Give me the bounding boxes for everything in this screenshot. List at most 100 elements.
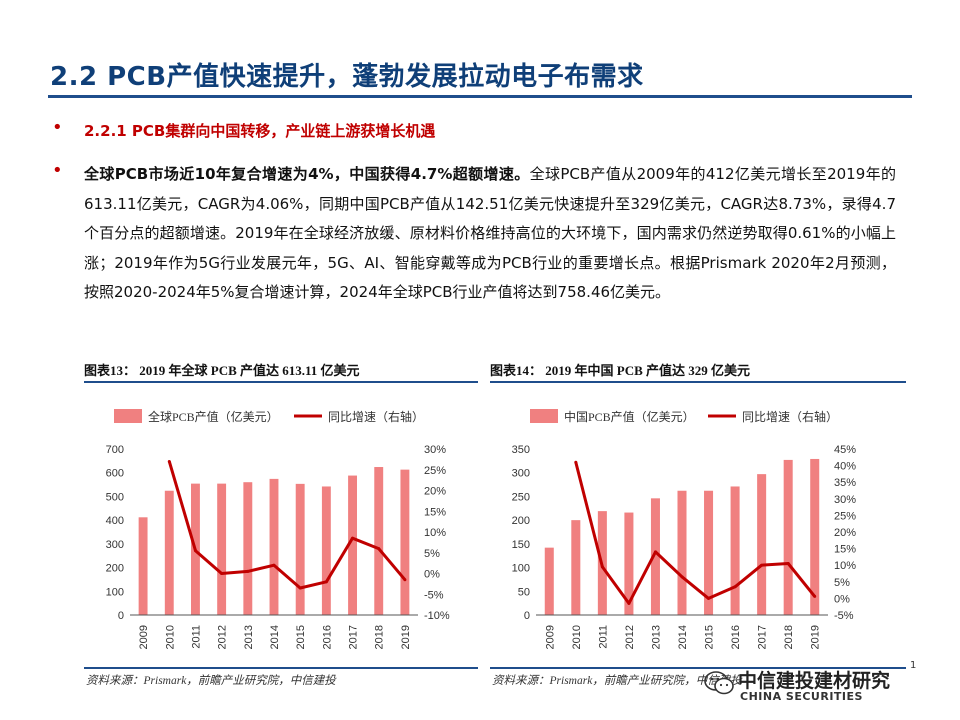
- x-tick-label: 2019: [400, 625, 412, 649]
- y2-tick-label: 0%: [834, 593, 850, 605]
- page-marker: 1: [910, 660, 917, 671]
- bar: [374, 467, 384, 615]
- x-tick-label: 2016: [730, 625, 742, 649]
- y-tick-label: 100: [512, 563, 530, 575]
- figure-14-source: 资料来源：Prismark，前瞻产业研究院，中信建投: [492, 675, 742, 687]
- bar: [783, 459, 793, 615]
- growth-point: [246, 569, 250, 573]
- legend-bar-label: 中国PCB产值（亿美元）: [564, 409, 695, 424]
- y2-tick-label: 5%: [834, 577, 850, 589]
- growth-point: [813, 594, 817, 598]
- figure-14-source-rule: [490, 667, 906, 669]
- x-tick-label: 2015: [704, 625, 716, 649]
- bar: [164, 490, 174, 615]
- legend-line-label: 同比增速（右轴）: [328, 409, 424, 424]
- growth-point: [324, 580, 328, 584]
- y2-tick-label: 20%: [834, 527, 856, 539]
- x-tick-label: 2010: [164, 625, 176, 649]
- y-tick-label: 300: [106, 539, 124, 551]
- bar: [138, 517, 148, 615]
- growth-point: [167, 459, 171, 463]
- x-tick-label: 2013: [650, 625, 662, 649]
- figure-13-title: 图表13： 2019 年全球 PCB 产值达 613.11 亿美元: [84, 363, 360, 378]
- growth-line: [574, 461, 816, 605]
- title-divider: [48, 95, 912, 98]
- x-tick-label: 2011: [190, 625, 202, 649]
- y2-tick-label: 35%: [834, 477, 856, 489]
- legend-line-label: 同比增速（右轴）: [742, 409, 838, 424]
- growth-point: [193, 549, 197, 553]
- bar: [243, 482, 253, 615]
- y2-tick-label: 5%: [424, 548, 440, 560]
- bar: [704, 490, 714, 615]
- y-tick-label: 200: [106, 563, 124, 575]
- growth-point: [760, 563, 764, 567]
- growth-point: [351, 536, 355, 540]
- y2-tick-label: 20%: [424, 486, 446, 498]
- y2-tick-label: 30%: [834, 494, 856, 506]
- y-tick-label: 0: [118, 610, 124, 622]
- y2-tick-label: -5%: [834, 610, 854, 622]
- y-tick-label: 700: [106, 444, 124, 456]
- x-tick-label: 2009: [138, 625, 150, 649]
- wechat-icon: [704, 671, 734, 695]
- y2-tick-label: 10%: [834, 560, 856, 572]
- bar: [269, 478, 279, 615]
- body-paragraph: 全球PCB市场近10年复合增速为4%，中国获得4.7%超额增速。全球PCB产值从…: [84, 160, 896, 308]
- paragraph-text: 全球PCB产值从2009年的412亿美元增长至2019年的613.11亿美元，C…: [84, 165, 896, 301]
- x-tick-label: 2019: [810, 625, 822, 649]
- bar: [730, 486, 740, 615]
- growth-line: [167, 460, 407, 590]
- x-tick-label: 2018: [374, 625, 386, 649]
- growth-point: [733, 585, 737, 589]
- y2-tick-label: -5%: [424, 589, 444, 601]
- y2-tick-label: 40%: [834, 461, 856, 473]
- y2-tick-label: 10%: [424, 527, 446, 539]
- x-tick-label: 2009: [544, 625, 556, 649]
- y2-tick-label: 0%: [424, 569, 440, 581]
- watermark: 中信建投建材研究 CHINA SECURITIES: [700, 664, 950, 708]
- growth-point: [298, 586, 302, 590]
- y2-tick-label: 30%: [424, 444, 446, 456]
- bar: [677, 490, 687, 615]
- bar: [624, 512, 634, 615]
- x-tick-label: 2012: [217, 625, 229, 649]
- y-tick-label: 600: [106, 468, 124, 480]
- figure-13-source-rule: [84, 667, 478, 669]
- figure-13-source: 资料来源：Prismark，前瞻产业研究院，中信建投: [86, 675, 336, 687]
- x-tick-label: 2014: [677, 625, 689, 649]
- x-tick-label: 2013: [243, 625, 255, 649]
- growth-point: [707, 596, 711, 600]
- paragraph-lead: 全球PCB市场近10年复合增速为4%，中国获得4.7%超额增速。: [84, 165, 530, 183]
- x-tick-label: 2010: [571, 625, 583, 649]
- y-tick-label: 500: [106, 491, 124, 503]
- bar: [810, 458, 820, 615]
- figure-14-rule: [490, 381, 906, 383]
- subheading: 2.2.1 PCB集群向中国转移，产业链上游获增长机遇: [84, 122, 436, 140]
- bar: [321, 486, 331, 615]
- bar: [650, 498, 660, 615]
- figure-14-chart: 中国PCB产值（亿美元） 同比增速（右轴） 0 50 100 150 200 250 300 35…: [512, 409, 856, 649]
- watermark-text: 中信建投建材研究: [738, 670, 891, 692]
- x-tick-label: 2017: [348, 625, 360, 649]
- figure-13-chart: 全球PCB产值（亿美元） 同比增速（右轴） 0 100 200 300 400 500 600 7…: [106, 409, 450, 649]
- x-tick-label: 2011: [597, 625, 609, 649]
- growth-point: [377, 547, 381, 551]
- y2-tick-label: 45%: [834, 444, 856, 456]
- bar: [757, 474, 767, 615]
- legend-bar-label: 全球PCB产值（亿美元）: [148, 409, 279, 424]
- bar: [544, 547, 554, 615]
- bar: [400, 469, 410, 615]
- x-tick-label: 2018: [783, 625, 795, 649]
- growth-point: [220, 572, 224, 575]
- watermark-subtext: CHINA SECURITIES: [740, 690, 863, 703]
- figure-14-title: 图表14： 2019 年中国 PCB 产值达 329 亿美元: [490, 363, 751, 378]
- bar: [348, 475, 357, 615]
- growth-point: [574, 460, 578, 464]
- y2-tick-label: -10%: [424, 610, 450, 622]
- growth-point: [786, 562, 790, 566]
- bar: [571, 520, 581, 615]
- growth-point: [680, 575, 684, 579]
- growth-point: [627, 601, 631, 605]
- y-tick-label: 150: [512, 539, 530, 551]
